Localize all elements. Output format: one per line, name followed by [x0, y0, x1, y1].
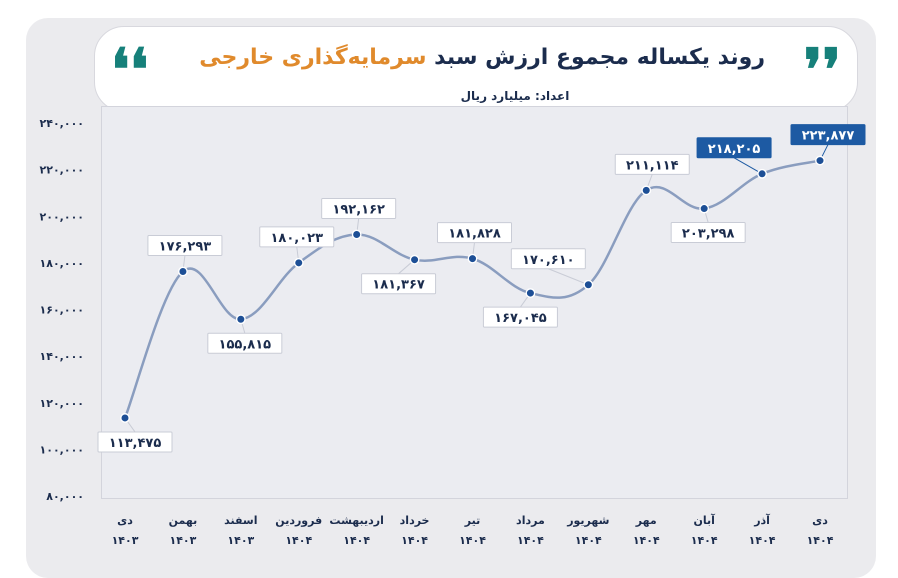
y-tick-label: ۲۲۰,۰۰۰ — [40, 164, 84, 177]
data-point — [583, 279, 594, 290]
data-label: ۱۱۳,۴۷۵ — [109, 436, 162, 451]
data-label: ۱۸۰,۰۲۳ — [270, 231, 323, 246]
x-tick-month: مهر — [635, 514, 657, 527]
data-point — [525, 288, 536, 298]
title-part-2: سرمایه‌گذاری خارجی — [199, 45, 427, 70]
x-tick-month: فروردین — [275, 514, 322, 527]
label-leader — [733, 157, 763, 175]
y-tick-label: ۱۶۰,۰۰۰ — [40, 304, 84, 317]
data-point — [120, 413, 130, 423]
y-tick-label: ۱۴۰,۰۰۰ — [40, 350, 84, 363]
x-tick-month: اردیبهشت — [329, 514, 383, 527]
quote-left-icon: ❛❛ — [111, 36, 149, 104]
y-tick-label: ۸۰,۰۰۰ — [46, 490, 84, 503]
data-label-box — [97, 431, 173, 453]
data-label: ۱۷۰,۶۱۰ — [522, 253, 575, 268]
x-tick-month: دی — [812, 514, 828, 527]
data-point — [235, 314, 246, 325]
header-banner: ❛❛ ❜❜ روند یکساله مجموع ارزش سبد سرمایه‌… — [94, 26, 858, 112]
data-point — [178, 266, 188, 277]
data-label: ۱۸۱,۸۲۸ — [448, 227, 501, 242]
x-tick-month: آذر — [753, 513, 770, 527]
x-tick-year: ۱۴۰۴ — [401, 534, 428, 547]
data-label-box — [482, 306, 558, 328]
data-label: ۱۹۲,۱۶۲ — [332, 203, 385, 218]
x-tick-year: ۱۴۰۴ — [807, 534, 834, 547]
data-label-box — [696, 137, 772, 159]
data-label-box — [259, 226, 335, 248]
data-point — [699, 203, 710, 214]
x-tick-month: آبان — [693, 513, 715, 527]
chart-subtitle: اعداد: میلیارد ریال — [460, 89, 570, 103]
y-tick-label: ۱۲۰,۰۰۰ — [40, 397, 84, 410]
data-label: ۱۶۷,۰۴۵ — [494, 311, 547, 326]
data-label-box — [790, 124, 866, 146]
x-tick-year: ۱۴۰۴ — [633, 534, 660, 547]
x-tick-year: ۱۴۰۴ — [285, 534, 312, 547]
x-tick-year: ۱۴۰۳ — [169, 534, 196, 547]
data-label-box — [510, 248, 586, 270]
quote-right-icon: ❜❜ — [803, 36, 841, 104]
data-point — [351, 229, 362, 240]
x-tick-year: ۱۴۰۴ — [517, 534, 544, 547]
data-point — [409, 254, 420, 265]
data-point — [641, 185, 652, 196]
x-tick-month: دی — [117, 514, 133, 527]
data-label: ۱۵۵,۸۱۵ — [219, 337, 272, 352]
y-tick-label: ۲۴۰,۰۰۰ — [40, 117, 84, 130]
x-tick-year: ۱۴۰۳ — [227, 534, 254, 547]
y-tick-label: ۱۰۰,۰۰۰ — [40, 443, 84, 456]
series-line — [123, 159, 821, 419]
data-point — [757, 168, 767, 179]
x-tick-year: ۱۴۰۴ — [459, 534, 486, 547]
data-label: ۱۷۶,۲۹۳ — [159, 240, 212, 255]
data-label-box — [361, 273, 437, 295]
data-label-box — [147, 235, 223, 257]
data-label: ۲۰۳,۲۹۸ — [682, 227, 735, 242]
data-label-box — [670, 222, 746, 244]
data-label-box — [321, 198, 397, 220]
data-point — [815, 155, 825, 166]
label-leader — [548, 268, 589, 286]
x-tick-year: ۱۴۰۴ — [749, 534, 776, 547]
data-label-box — [437, 222, 512, 244]
x-tick-month: اسفند — [224, 514, 257, 527]
x-tick-month: مرداد — [516, 514, 545, 527]
y-tick-label: ۱۸۰,۰۰۰ — [40, 257, 84, 270]
plot-area — [101, 106, 848, 499]
data-label-box — [207, 332, 283, 354]
data-label: ۱۸۱,۳۶۷ — [372, 278, 425, 293]
x-tick-month: تیر — [464, 514, 480, 527]
x-tick-year: ۱۴۰۴ — [575, 534, 602, 547]
x-tick-year: ۱۴۰۳ — [112, 534, 139, 547]
data-label: ۲۱۱,۱۱۴ — [626, 158, 679, 173]
data-point — [293, 257, 304, 268]
data-label: ۲۱۸,۲۰۵ — [708, 142, 761, 157]
title-part-1: روند یکساله مجموع ارزش سبد — [434, 45, 765, 70]
y-tick-label: ۲۰۰,۰۰۰ — [40, 210, 84, 223]
chart-title: روند یکساله مجموع ارزش سبد سرمایه‌گذاری … — [199, 45, 765, 70]
data-label-box — [614, 153, 690, 175]
data-point — [467, 253, 478, 264]
x-tick-year: ۱۴۰۴ — [343, 534, 370, 547]
x-tick-month: بهمن — [169, 514, 198, 527]
data-label: ۲۲۳,۸۷۷ — [802, 129, 855, 144]
x-tick-month: شهریور — [566, 514, 609, 527]
x-tick-year: ۱۴۰۴ — [691, 534, 718, 547]
x-tick-month: خرداد — [400, 514, 430, 527]
